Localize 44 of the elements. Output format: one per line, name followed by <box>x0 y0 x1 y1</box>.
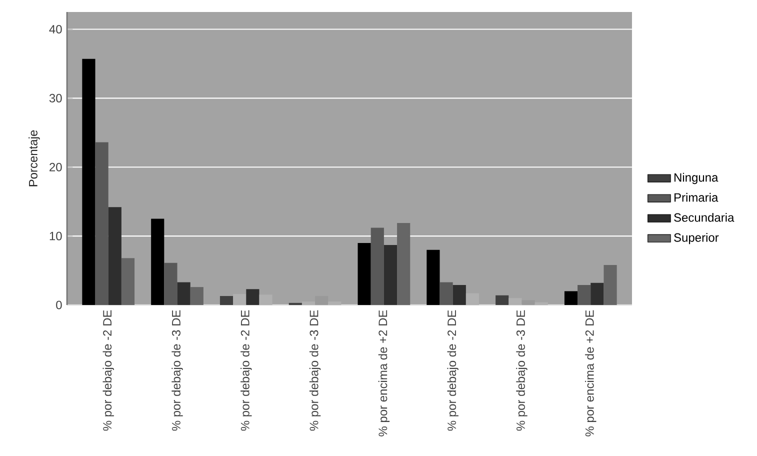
bar <box>590 282 604 305</box>
y-tick-label: 40 <box>49 24 62 34</box>
bar <box>604 265 617 305</box>
bar <box>108 207 122 305</box>
x-tick-label: % por debajo de -3 DE <box>172 310 183 431</box>
bar <box>397 222 410 305</box>
legend-label: Primaria <box>674 192 718 202</box>
bar <box>177 282 190 305</box>
bar <box>151 218 164 305</box>
bar <box>220 296 234 305</box>
y-tick-label: 10 <box>50 232 62 240</box>
bar <box>496 295 509 305</box>
bar <box>452 284 466 305</box>
bar <box>466 293 480 305</box>
bar <box>534 302 548 305</box>
bar <box>95 142 108 305</box>
x-tick-label: % por encima de +2 DE <box>378 310 390 436</box>
x-tick-label: % por debajo de -2 DE <box>447 310 458 431</box>
x-tick-label: % por debajo de -3 DE <box>309 310 321 431</box>
x-tick-label: % por encima de +2 DE <box>585 310 596 436</box>
bar <box>328 302 342 305</box>
x-tick-label: % por debajo de -2 DE <box>102 310 114 431</box>
bar <box>190 287 204 305</box>
bar <box>121 258 135 305</box>
y-axis-title: Porcentaje <box>28 130 40 186</box>
bar <box>164 262 178 305</box>
bar <box>578 284 591 305</box>
bar <box>358 242 371 305</box>
legend-label: Secundaria <box>674 212 734 222</box>
y-tick-label: 30 <box>49 94 62 102</box>
x-tick-label: % por debajo de -2 DE <box>240 310 252 431</box>
legend-label: Superior <box>674 232 719 244</box>
legend-label: Ninguna <box>674 172 718 184</box>
bar <box>384 245 398 305</box>
bar <box>246 289 260 305</box>
bar <box>370 228 384 305</box>
y-tick-label: 0 <box>56 300 62 310</box>
bar <box>440 282 453 305</box>
bar <box>82 58 96 305</box>
bar <box>259 294 272 305</box>
x-tick-label: % por debajo de -3 DE <box>516 310 528 431</box>
bar <box>426 250 440 305</box>
y-tick-label: 20 <box>50 162 62 172</box>
bar <box>564 291 578 305</box>
